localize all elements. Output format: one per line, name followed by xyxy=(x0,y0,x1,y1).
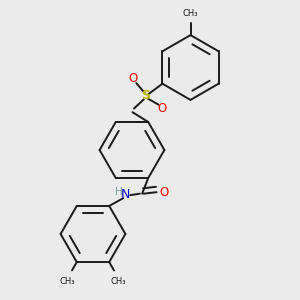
Text: O: O xyxy=(128,72,138,85)
Text: S: S xyxy=(141,89,150,102)
Text: CH₃: CH₃ xyxy=(111,277,126,286)
Text: CH₃: CH₃ xyxy=(183,9,198,18)
Text: CH₃: CH₃ xyxy=(60,277,75,286)
Text: O: O xyxy=(158,101,167,115)
Text: N: N xyxy=(121,188,130,201)
Text: H: H xyxy=(115,187,123,196)
Text: O: O xyxy=(160,186,169,199)
